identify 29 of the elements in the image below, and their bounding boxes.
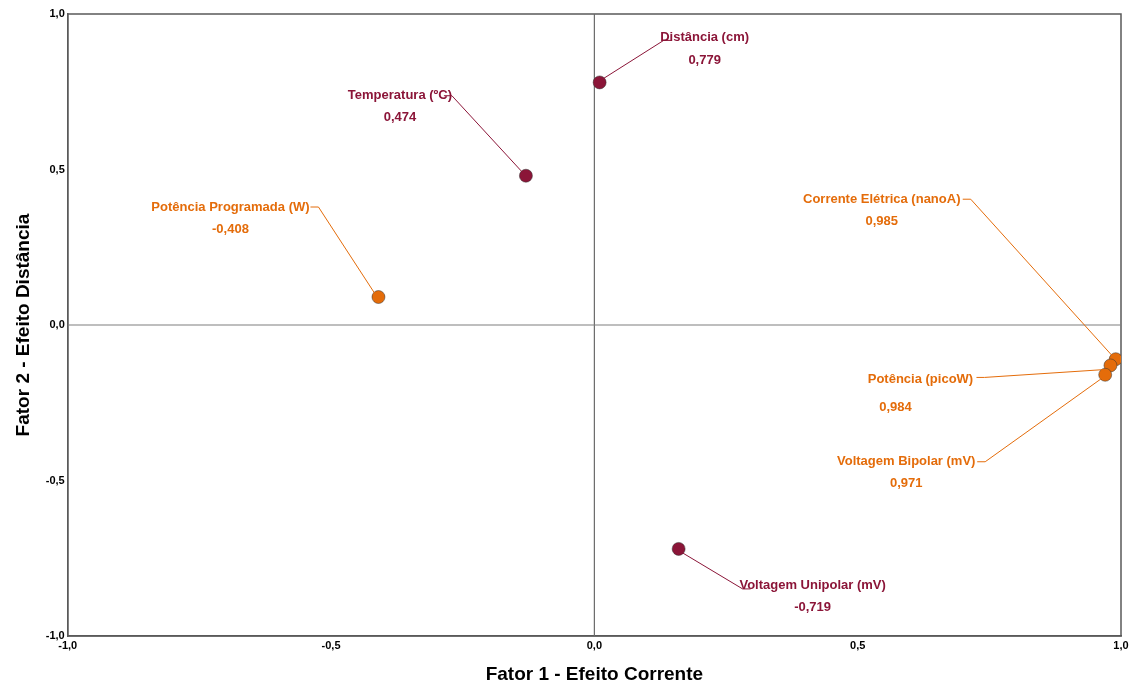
annotation: 0,985 (865, 212, 899, 228)
annotation: Voltagem Bipolar (mV) (836, 453, 976, 469)
annotation: Distância (cm) (660, 29, 750, 44)
annotation: 0,474 (383, 109, 417, 125)
annotation: Temperatura (ºC) (347, 87, 453, 103)
point (1098, 368, 1112, 382)
annotation: Voltagem Unipolar (mV) (739, 577, 886, 593)
y-axis-title: Fator 2 - Efeito Distância (11, 213, 33, 437)
annotation: 0,984 (879, 399, 913, 415)
x-tick-label: 1,0 (1113, 638, 1129, 651)
annotation: -0,408 (212, 220, 249, 236)
annotation: Corrente Elétrica (nanoA) (802, 190, 961, 206)
x-tick-label: 0,5 (850, 638, 866, 651)
x-tick-label: -0,5 (321, 638, 341, 651)
annotation: Potência (picoW) (867, 371, 974, 387)
annotation: 0,779 (688, 52, 721, 67)
annotation: Potência Programada (W) (151, 198, 310, 214)
y-tick-label: 0,5 (49, 162, 65, 175)
y-tick-label: -0,5 (45, 473, 65, 486)
y-tick-label: 1,0 (49, 7, 65, 20)
x-axis-title: Fator 1 - Efeito Corrente (485, 662, 704, 684)
y-tick-label: 0,0 (49, 318, 65, 331)
point (519, 168, 533, 183)
x-tick-label: 0,0 (586, 638, 603, 651)
point (371, 290, 386, 304)
annotation: 0,971 (889, 475, 923, 491)
annotation: -0,719 (794, 599, 832, 615)
point (671, 542, 686, 556)
point (592, 75, 607, 90)
